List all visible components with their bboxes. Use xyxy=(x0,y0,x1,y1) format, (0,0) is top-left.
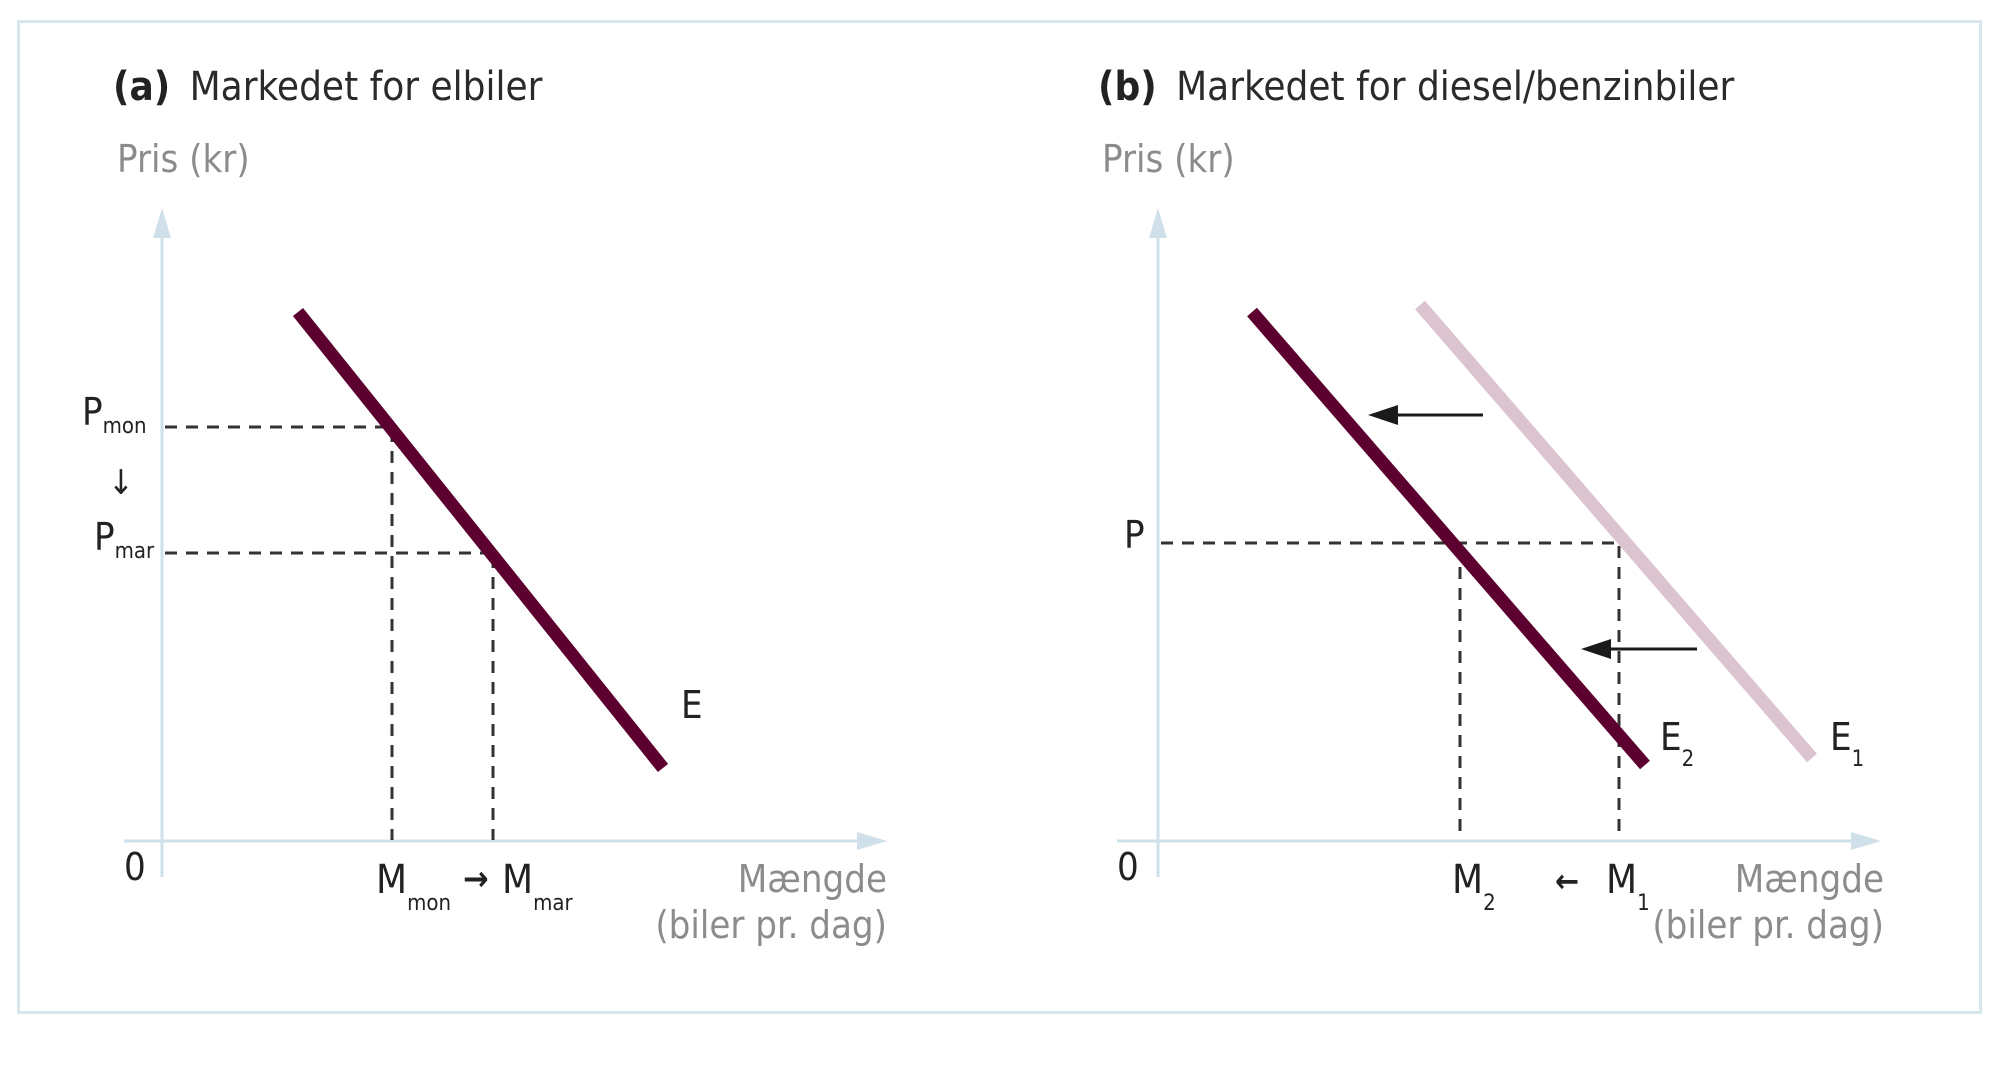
left-arrow-icon xyxy=(1368,405,1398,425)
panel-b-label-m1: M1 xyxy=(1606,857,1650,916)
left-arrow-icon xyxy=(1581,639,1611,659)
down-arrow-icon: ↓ xyxy=(108,463,134,503)
panel-a-demand-curve-e xyxy=(292,307,669,773)
panel-b-title-prefix: (b) xyxy=(1098,64,1157,110)
panel-b-label-e2: E2 xyxy=(1660,715,1694,772)
panel-a-title-text: Markedet for elbiler xyxy=(190,64,543,110)
panel-a: (a) Markedet for elbiler Pris (kr) E Pmo… xyxy=(82,64,887,947)
panel-a-label-mmon: Mmon xyxy=(376,857,451,916)
panel-b-y-axis-label: Pris (kr) xyxy=(1102,137,1235,181)
panel-a-curve-label-e: E xyxy=(681,683,703,727)
panel-a-origin: 0 xyxy=(124,845,146,889)
panel-b-label-e1: E1 xyxy=(1830,715,1864,772)
panel-a-x-axis-label-line2: (biler pr. dag) xyxy=(655,903,887,947)
panel-a-label-pmar: Pmar xyxy=(94,515,155,564)
panel-b-origin: 0 xyxy=(1117,845,1139,889)
figure-frame xyxy=(17,20,1982,1014)
panel-b-x-axis-arrow-icon xyxy=(1851,832,1881,850)
panel-a-label-pmon: Pmon xyxy=(82,390,147,439)
panel-b-label-p: P xyxy=(1124,513,1145,557)
panel-b-y-axis-arrow-icon xyxy=(1149,208,1167,238)
panel-a-label-mmar: Mmar xyxy=(502,857,573,916)
panel-b: (b) Markedet for diesel/benzinbiler Pris… xyxy=(1098,64,1884,947)
panel-b-title: (b) Markedet for diesel/benzinbiler xyxy=(1098,64,1734,110)
panel-a-title: (a) Markedet for elbiler xyxy=(113,64,543,110)
panel-b-demand-curve-e1 xyxy=(1415,300,1817,763)
panel-b-label-m2: M2 xyxy=(1452,857,1496,916)
panel-a-y-axis-label: Pris (kr) xyxy=(117,137,250,181)
panel-b-x-axis-label-line2: (biler pr. dag) xyxy=(1652,903,1884,947)
panel-b-title-text: Markedet for diesel/benzinbiler xyxy=(1176,64,1734,110)
panel-a-y-axis-arrow-icon xyxy=(153,208,171,238)
panel-a-title-prefix: (a) xyxy=(113,64,170,110)
panel-a-x-axis-arrow-icon xyxy=(857,832,887,850)
right-arrow-icon: → xyxy=(463,859,489,899)
panel-b-demand-curve-e2 xyxy=(1247,307,1650,770)
left-arrow-icon: ← xyxy=(1555,862,1579,900)
panel-b-x-axis-label-line1: Mængde xyxy=(1735,857,1884,901)
panel-a-x-axis-label-line1: Mængde xyxy=(738,857,887,901)
